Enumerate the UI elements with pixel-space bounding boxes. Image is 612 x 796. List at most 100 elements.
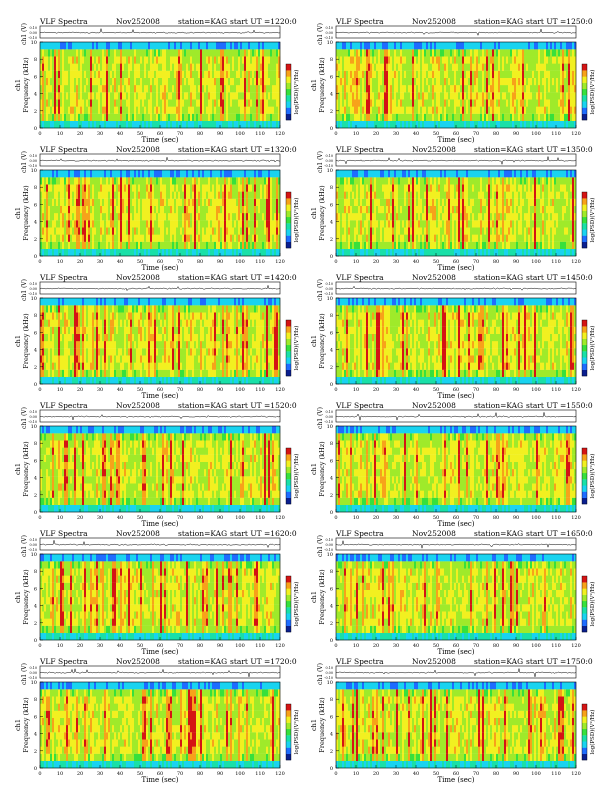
spectrogram-cell: [262, 114, 264, 121]
spectrogram-cell: [192, 121, 194, 128]
spectrogram-cell: [186, 227, 188, 234]
spectrogram-cell: [532, 85, 534, 92]
spectrogram-cell: [364, 64, 366, 71]
spectrogram-cell: [42, 206, 44, 213]
spectrogram-cell: [196, 227, 198, 234]
spectrogram-cell: [504, 42, 506, 49]
spectrogram-cell: [64, 227, 66, 234]
spectrogram-cell: [172, 92, 174, 99]
spectrogram-cell: [168, 121, 170, 128]
spectrogram-cell: [124, 42, 126, 49]
spectrogram-cell: [82, 71, 84, 78]
spectrogram-cell: [446, 121, 448, 128]
spectrogram-cell: [184, 177, 186, 184]
spectrogram-cell: [454, 114, 456, 121]
spectrogram-cell: [198, 170, 200, 177]
spectrogram-cell: [366, 213, 368, 220]
spectrogram-cell: [272, 199, 274, 206]
spectrogram-cell: [234, 71, 236, 78]
spectrogram-cell: [202, 220, 204, 227]
spectrogram-cell: [358, 99, 360, 106]
spectrogram-cell: [172, 242, 174, 249]
spectrogram-cell: [456, 92, 458, 99]
spectrogram-cell: [382, 85, 384, 92]
spectrogram-cell: [142, 64, 144, 71]
spectrogram-cell: [44, 56, 46, 63]
spectrogram-cell: [128, 177, 130, 184]
spectrogram-cell: [62, 199, 64, 206]
y-tick-label: 6: [330, 74, 333, 80]
spectrogram-cell: [382, 192, 384, 199]
spectrogram-cell: [274, 184, 276, 191]
spectrogram-cell: [412, 213, 414, 220]
spectrogram-cell: [96, 56, 98, 63]
spectrogram-cell: [124, 199, 126, 206]
spectrogram-cell: [276, 249, 278, 256]
spectrogram-cell: [84, 206, 86, 213]
spectrogram-cell: [408, 227, 410, 234]
spectrogram-cell: [368, 249, 370, 256]
spectrogram-cell: [492, 49, 494, 56]
spectrogram-cell: [146, 227, 148, 234]
spectrogram-cell: [216, 220, 218, 227]
spectrogram-cell: [246, 64, 248, 71]
spectrogram-cell: [98, 56, 100, 63]
spectrogram-cell: [448, 64, 450, 71]
spectrogram-cell: [428, 71, 430, 78]
spectrogram-cell: [192, 71, 194, 78]
spectrogram-cell: [136, 42, 138, 49]
spectrogram-cell: [142, 249, 144, 256]
spectrogram-cell: [460, 42, 462, 49]
spectrogram-cell: [190, 99, 192, 106]
spectrogram-cell: [274, 114, 276, 121]
x-tick-label: 120: [275, 259, 285, 265]
spectrogram-cell: [568, 92, 570, 99]
spectrogram-cell: [392, 114, 394, 121]
spectrogram-cell: [374, 242, 376, 249]
spectrogram-cell: [230, 177, 232, 184]
spectrogram-cell: [84, 235, 86, 242]
spectrogram-cell: [392, 220, 394, 227]
spectrogram-cell: [396, 85, 398, 92]
spectrogram-cell: [560, 85, 562, 92]
spectrogram-cell: [196, 78, 198, 85]
spectrogram-cell: [266, 56, 268, 63]
spectrogram-cell: [544, 64, 546, 71]
spectrogram-cell: [186, 114, 188, 121]
spectrogram-cell: [490, 114, 492, 121]
spectrogram-cell: [360, 78, 362, 85]
spectrogram-cell: [60, 107, 62, 114]
spectrogram-cell: [394, 184, 396, 191]
spectrogram-cell: [378, 99, 380, 106]
spectrogram-cell: [68, 42, 70, 49]
spectrogram-cell: [210, 107, 212, 114]
spectrogram-cell: [86, 199, 88, 206]
spectrogram-cell: [212, 99, 214, 106]
spectrogram-cell: [368, 227, 370, 234]
spectrogram-cell: [528, 71, 530, 78]
spectrogram-cell: [470, 71, 472, 78]
spectrogram-cell: [78, 71, 80, 78]
spectrogram-cell: [358, 235, 360, 242]
spectrogram-cell: [140, 107, 142, 114]
spectrogram-cell: [262, 235, 264, 242]
spectrogram-cell: [412, 227, 414, 234]
spectrogram-cell: [374, 235, 376, 242]
spectrogram-cell: [522, 121, 524, 128]
spectrogram-cell: [102, 92, 104, 99]
spectrogram-cell: [268, 249, 270, 256]
spectrogram-cell: [124, 170, 126, 177]
spectrogram-cell: [52, 249, 54, 256]
spectrogram-cell: [140, 78, 142, 85]
spectrogram-cell: [178, 235, 180, 242]
spectrogram-cell: [188, 92, 190, 99]
spectrogram-cell: [228, 107, 230, 114]
spectrogram-cell: [458, 49, 460, 56]
spectrogram-cell: [504, 71, 506, 78]
spectrogram-cell: [472, 78, 474, 85]
spectrogram-cell: [40, 92, 42, 99]
spectrogram-cell: [98, 242, 100, 249]
spectrogram-cell: [274, 92, 276, 99]
spectrogram-cell: [144, 121, 146, 128]
spectrogram-cell: [418, 99, 420, 106]
